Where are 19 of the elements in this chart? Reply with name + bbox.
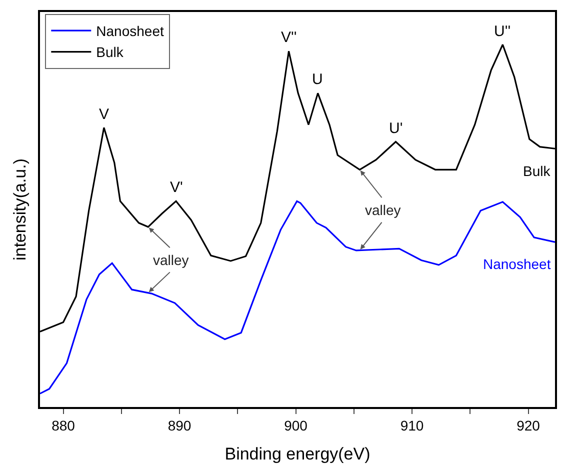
x-tick-label: 900 [284,418,308,434]
x-tick-label: 920 [516,418,540,434]
x-tick-label: 910 [400,418,424,434]
x-tick-label: 890 [168,418,192,434]
annotation: valley [153,252,189,268]
x-tick-label: 880 [52,418,76,434]
text: Nanosheet [483,256,551,272]
x-axis-title: Binding energy(eV) [224,444,370,464]
annotation: V [99,106,110,123]
annotation: valley [365,202,401,218]
y-axis-title: intensity(a.u.) [10,158,30,261]
legend-label: Nanosheet [96,23,164,40]
legend-label: Bulk [96,44,124,60]
text: Bulk [523,163,550,179]
annotation: V' [170,179,184,196]
annotation: U'' [494,23,511,40]
annotation: U' [389,120,403,137]
annotation: V'' [281,29,297,46]
annotation: U [312,71,323,88]
